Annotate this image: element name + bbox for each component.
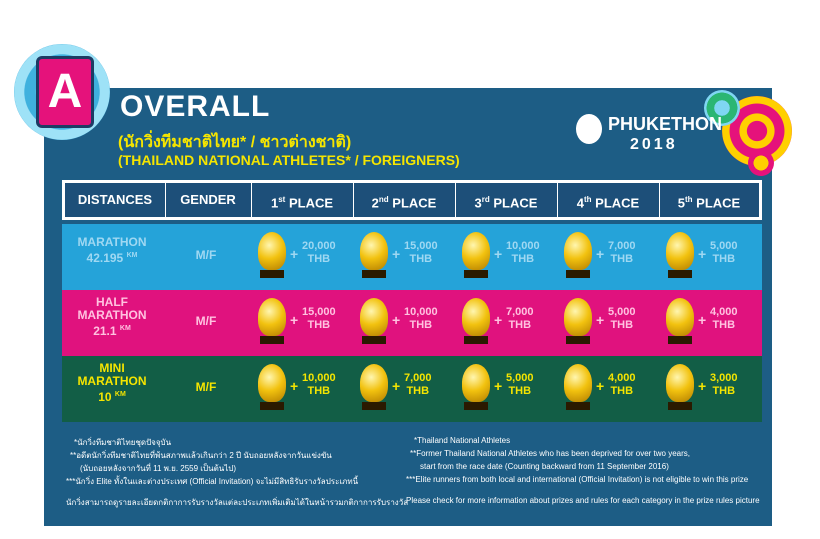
trophy-icon	[564, 232, 592, 270]
trophy-base	[668, 336, 692, 344]
trophy-base	[668, 270, 692, 278]
subtitle-en: (THAILAND NATIONAL ATHLETES* / FOREIGNER…	[118, 152, 460, 168]
prize-3: +5,000 THB	[456, 362, 556, 416]
row-gender: M/F	[195, 314, 217, 328]
note-en-3: start from the race date (Counting backw…	[420, 462, 669, 471]
header-place-3: 3rd PLACE	[474, 195, 538, 211]
trophy-icon	[360, 298, 388, 336]
prize-1: +10,000 THB	[252, 362, 352, 416]
row-distance: MINI MARATHON 10 KM	[77, 361, 147, 404]
header-divider	[455, 183, 456, 217]
prize-4: +4,000 THB	[558, 362, 658, 416]
header-divider	[353, 183, 354, 217]
trophy-base	[362, 336, 386, 344]
trophy-icon	[258, 232, 286, 270]
prize-1: +15,000 THB	[252, 296, 352, 350]
prize-2: +15,000 THB	[354, 230, 454, 284]
trophy-icon	[258, 298, 286, 336]
trophy-icon	[564, 364, 592, 402]
header-distances: DISTANCES	[77, 192, 153, 207]
trophy-icon	[258, 364, 286, 402]
decor-swirl-small	[704, 90, 740, 126]
prize-3: +10,000 THB	[456, 230, 556, 284]
prize-2: +7,000 THB	[354, 362, 454, 416]
prize-2: +10,000 THB	[354, 296, 454, 350]
note-en-1: *Thailand National Athletes	[414, 436, 511, 445]
trophy-base	[566, 336, 590, 344]
trophy-base	[668, 402, 692, 410]
header-divider	[557, 183, 558, 217]
logo-name: PHUKETHON	[608, 114, 723, 134]
trophy-icon	[666, 364, 694, 402]
trophy-base	[464, 270, 488, 278]
header-place-1: 1st PLACE	[270, 195, 334, 211]
header-gender: GENDER	[180, 192, 236, 207]
trophy-icon	[462, 298, 490, 336]
trophy-icon	[462, 232, 490, 270]
note-en-2: **Former Thailand National Athletes who …	[410, 449, 691, 458]
trophy-icon	[462, 364, 490, 402]
header-place-2: 2nd PLACE	[371, 195, 437, 211]
page-title: OVERALL	[120, 90, 271, 123]
note-en-5: Please check for more information about …	[406, 496, 760, 505]
subtitle-thai: (นักวิ่งทีมชาติไทย* / ชาวต่างชาติ)	[118, 134, 352, 151]
header-place-4: 4th PLACE	[576, 195, 640, 211]
prize-4: +7,000 THB	[558, 230, 658, 284]
header-divider	[251, 183, 252, 217]
note-thai-4: ***นักวิ่ง Elite ทั้งในและต่างประเทศ (Of…	[66, 477, 359, 486]
prize-5: +3,000 THB	[660, 362, 760, 416]
trophy-icon	[360, 364, 388, 402]
trophy-base	[260, 402, 284, 410]
trophy-base	[464, 402, 488, 410]
trophy-base	[260, 336, 284, 344]
logo-mark-icon	[576, 114, 602, 144]
badge-letter: A	[36, 56, 94, 128]
header-divider	[165, 183, 166, 217]
trophy-icon	[564, 298, 592, 336]
table-row-half-marathon: HALF MARATHON 21.1 KM M/F +15,000 THB +10…	[62, 290, 762, 356]
row-gender: M/F	[195, 380, 217, 394]
prize-4: +5,000 THB	[558, 296, 658, 350]
prize-5: +4,000 THB	[660, 296, 760, 350]
table-row-mini-marathon: MINI MARATHON 10 KM M/F +10,000 THB +7,00…	[62, 356, 762, 422]
row-distance: MARATHON 42.195 KM	[77, 235, 147, 265]
prize-5: +5,000 THB	[660, 230, 760, 284]
trophy-base	[362, 402, 386, 410]
trophy-base	[260, 270, 284, 278]
note-thai-5: นักวิ่งสามารถดูรายละเอียดกติกาการรับรางว…	[66, 498, 409, 507]
row-gender: M/F	[195, 248, 217, 262]
prize-1: +20,000 THB	[252, 230, 352, 284]
trophy-base	[566, 270, 590, 278]
trophy-base	[464, 336, 488, 344]
row-distance: HALF MARATHON 21.1 KM	[77, 295, 147, 338]
header-divider	[659, 183, 660, 217]
note-thai-1: *นักวิ่งทีมชาติไทยชุดปัจจุบัน	[74, 438, 172, 447]
trophy-icon	[666, 232, 694, 270]
logo-year: 2018	[630, 136, 678, 153]
note-thai-3: (นับถอยหลังจากวันที่ 11 พ.ย. 2559 เป็นต้…	[80, 464, 236, 473]
table-header: DISTANCES GENDER 1st PLACE 2nd PLACE 3rd…	[62, 180, 762, 220]
trophy-base	[362, 270, 386, 278]
note-thai-2: **อดีตนักวิ่งทีมชาติไทยที่พ้นสภาพแล้วเกิ…	[70, 451, 332, 460]
header-place-5: 5th PLACE	[677, 195, 741, 211]
table-row-marathon: MARATHON 42.195 KM M/F +20,000 THB +15,00…	[62, 224, 762, 290]
trophy-base	[566, 402, 590, 410]
decor-swirl-tiny	[748, 150, 774, 176]
prize-3: +7,000 THB	[456, 296, 556, 350]
note-en-4: ***Elite runners from both local and int…	[406, 475, 749, 484]
trophy-icon	[666, 298, 694, 336]
trophy-icon	[360, 232, 388, 270]
